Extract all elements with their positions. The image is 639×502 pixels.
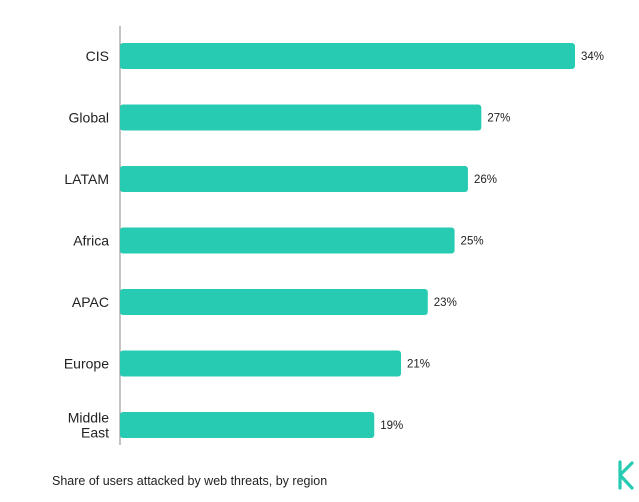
category-label-cis: CIS [86, 48, 109, 64]
value-label-africa: 25% [461, 236, 484, 248]
value-label-cis: 34% [581, 51, 604, 63]
bar-apac [120, 289, 428, 315]
category-label-africa: Africa [73, 233, 109, 249]
bar-africa [120, 227, 455, 254]
bar-cis [120, 43, 575, 69]
bar-chart: CIS Global LATAM Africa APAC Europe Middle East… [64, 26, 604, 445]
category-label-apac: APAC [72, 294, 109, 310]
category-label-latam: LATAM [64, 171, 109, 187]
value-label-latam: 26% [474, 174, 497, 186]
bar-middle-east [120, 412, 375, 438]
category-label-europe: Europe [64, 356, 109, 372]
category-label-global: Global [69, 110, 109, 126]
chart-caption: Share of users attacked by web threats, … [52, 474, 328, 488]
bar-latam [120, 166, 468, 192]
category-labels-group: CIS Global LATAM Africa APAC Europe Middle East [64, 48, 109, 441]
value-label-apac: 23% [434, 297, 457, 309]
category-label-middle-east: Middle East [68, 410, 109, 441]
k-logo-icon [618, 460, 634, 490]
value-label-middle-east: 19% [380, 420, 403, 432]
value-label-global: 27% [487, 113, 510, 125]
value-labels-group: 34% 27% 26% 25% 23% 21% 19% [380, 51, 604, 432]
bars-group [120, 43, 575, 438]
value-label-europe: 21% [407, 359, 430, 371]
bar-europe [120, 350, 402, 377]
bar-global [120, 104, 482, 131]
